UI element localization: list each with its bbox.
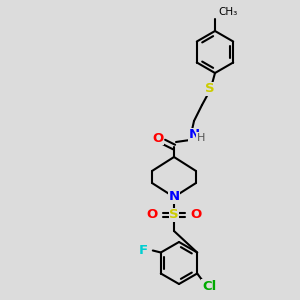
Text: O: O [152,131,164,145]
Text: Cl: Cl [202,280,216,293]
Text: CH₃: CH₃ [218,7,237,17]
Text: O: O [146,208,158,221]
Text: S: S [169,208,179,221]
Text: S: S [205,82,215,95]
Text: O: O [190,208,202,221]
Text: N: N [188,128,200,142]
Text: H: H [197,133,205,143]
Text: F: F [138,244,147,257]
Text: N: N [168,190,180,203]
